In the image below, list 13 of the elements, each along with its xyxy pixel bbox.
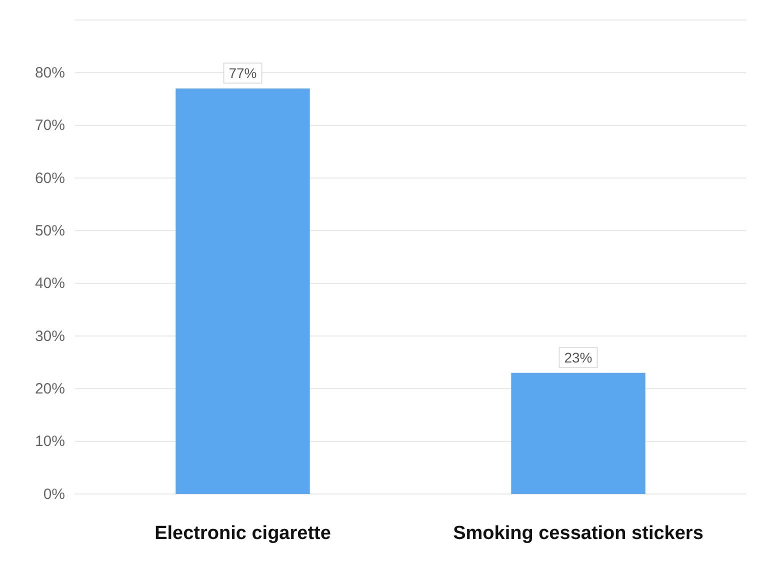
y-tick-label: 10%	[34, 433, 65, 450]
y-tick-label: 80%	[34, 64, 65, 82]
x-tick-label: Smoking cessation stickers	[453, 523, 704, 544]
y-tick-label: 70%	[34, 117, 65, 134]
y-tick-label: 60%	[34, 170, 65, 187]
data-label: 77%	[228, 65, 257, 82]
y-tick-label: 40%	[34, 275, 65, 292]
y-tick-label: 0%	[43, 486, 65, 503]
y-tick-label: 50%	[34, 222, 65, 240]
y-tick-label: 20%	[34, 380, 65, 398]
y-tick-label: 30%	[34, 328, 65, 345]
data-label: 23%	[564, 350, 592, 366]
x-tick-label: Electronic cigarette	[154, 523, 331, 544]
